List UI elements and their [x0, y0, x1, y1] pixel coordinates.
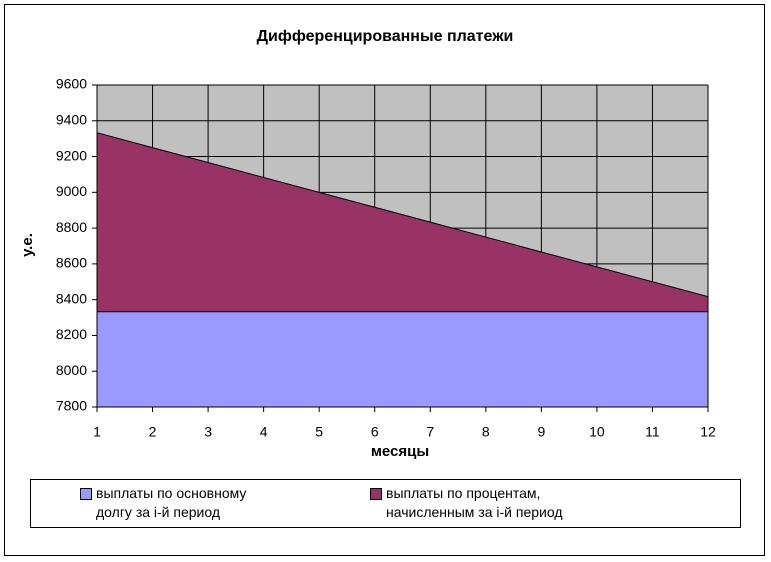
- x-tick-label: 10: [589, 424, 605, 440]
- legend-label: выплаты по основному долгу за і-й период: [96, 485, 247, 520]
- x-tick-label: 3: [204, 424, 212, 440]
- y-tick-label: 9600: [56, 76, 87, 92]
- x-tick-label: 6: [371, 424, 379, 440]
- legend-box: [30, 479, 741, 528]
- y-tick-label: 8400: [56, 290, 87, 306]
- legend-swatch: [370, 488, 382, 500]
- x-tick-label: 7: [426, 424, 434, 440]
- y-tick-label: 8800: [56, 219, 87, 235]
- x-tick-label: 8: [482, 424, 490, 440]
- x-tick-label: 11: [645, 424, 660, 440]
- y-tick-label: 8000: [56, 362, 87, 378]
- legend-swatch: [80, 488, 92, 500]
- y-axis-label: у.е.: [19, 233, 36, 257]
- x-axis-label: месяцы: [371, 443, 429, 460]
- y-tick-label: 9400: [56, 111, 87, 127]
- x-tick-label: 4: [260, 424, 268, 440]
- x-tick-label: 12: [700, 424, 716, 440]
- x-tick-label: 1: [93, 424, 101, 440]
- y-tick-label: 9200: [56, 147, 87, 163]
- area: [96, 132, 709, 313]
- y-tick-label: 8200: [56, 326, 87, 342]
- x-tick-label: 9: [537, 424, 545, 440]
- legend-label: выплаты по процентам, начисленным за і-й…: [386, 485, 563, 520]
- area: [96, 311, 709, 408]
- y-tick-label: 8600: [56, 255, 87, 271]
- chart-title: Дифференцированные платежи: [257, 28, 514, 45]
- x-tick-label: 5: [315, 424, 323, 440]
- y-tick-label: 7800: [56, 398, 87, 414]
- x-tick-label: 2: [149, 424, 157, 440]
- y-tick-label: 9000: [56, 183, 87, 199]
